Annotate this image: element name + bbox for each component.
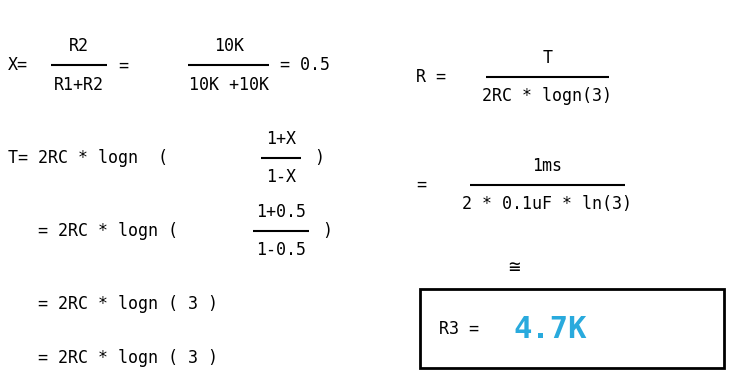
Text: T: T: [542, 49, 553, 67]
Text: 10K +10K: 10K +10K: [189, 75, 268, 94]
Text: R =: R =: [416, 68, 446, 86]
Text: = 2RC * logn ( 3 ): = 2RC * logn ( 3 ): [38, 349, 218, 367]
Text: 4.7K: 4.7K: [514, 315, 587, 344]
FancyBboxPatch shape: [420, 289, 724, 368]
Text: 2 * 0.1uF * ln(3): 2 * 0.1uF * ln(3): [463, 195, 632, 213]
Text: = 0.5: = 0.5: [280, 57, 331, 74]
Text: ): ): [314, 222, 333, 240]
Text: R3 =: R3 =: [439, 320, 479, 338]
Text: ): ): [304, 149, 325, 167]
Text: 1+X: 1+X: [266, 130, 296, 148]
Text: 1-0.5: 1-0.5: [256, 241, 306, 259]
Text: R1+R2: R1+R2: [54, 75, 104, 94]
Text: = 2RC * logn (: = 2RC * logn (: [38, 222, 178, 240]
Text: = 2RC * logn ( 3 ): = 2RC * logn ( 3 ): [38, 295, 218, 313]
Text: X=: X=: [8, 57, 28, 74]
Text: R2: R2: [69, 37, 88, 55]
Text: =: =: [118, 57, 128, 74]
Text: 2RC * logn(3): 2RC * logn(3): [482, 87, 613, 105]
Text: 1ms: 1ms: [532, 157, 562, 175]
Text: ≅: ≅: [508, 258, 520, 277]
Text: 1-X: 1-X: [266, 168, 296, 186]
Text: T= 2RC * logn  (: T= 2RC * logn (: [8, 149, 167, 167]
Text: =: =: [416, 176, 426, 194]
Text: 10K: 10K: [214, 37, 244, 55]
Text: 1+0.5: 1+0.5: [256, 203, 306, 221]
